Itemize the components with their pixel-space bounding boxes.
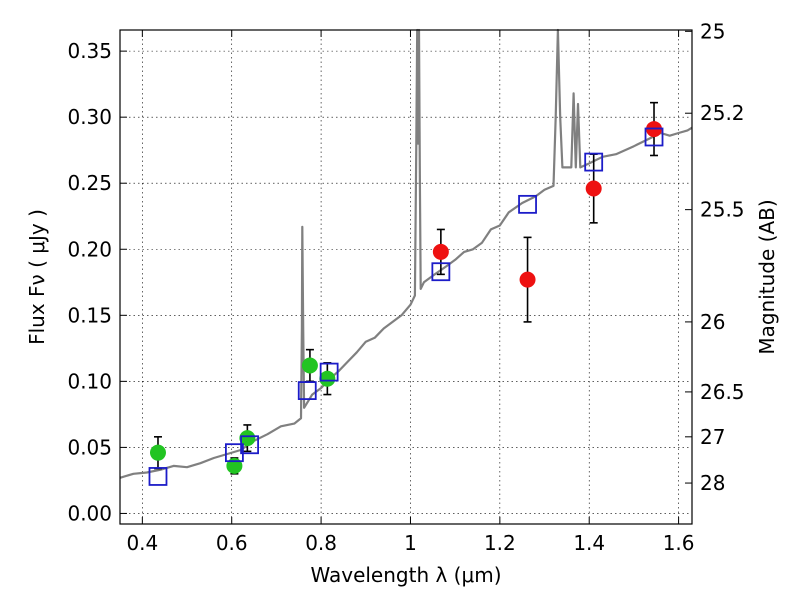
x-tick-label: 1 [404,531,417,555]
y2-tick-label: 27 [700,425,725,449]
y-tick-label: 0.30 [67,105,112,129]
x-tick-label: 1.6 [663,531,695,555]
model-square [148,467,168,486]
marker-layer [148,101,664,486]
data-point [149,444,166,461]
y2-tick-label: 26.5 [700,380,745,404]
axes: 0.4 0.6 0.8 1 1.2 1.4 1.6 0.00 0.05 0.10 0.15 0.20 0… [67,19,744,555]
y2-tick-label: 25.2 [700,101,745,125]
model-square [240,435,259,455]
spectrum-layer [119,28,693,479]
model-square [319,362,339,382]
x-axis-label: Wavelength λ (μm) [310,563,501,587]
data-point [226,457,243,474]
x-tick-label: 1.4 [573,531,605,555]
model-square [431,262,451,282]
plot-frame [119,29,693,525]
y-tick-label: 0.20 [67,237,112,261]
y-tick-label: 0.25 [67,171,112,195]
y2-tick-label: 28 [700,471,725,495]
y-tick-label: 0.05 [67,435,112,459]
model-square [584,152,604,172]
model-square [297,381,317,400]
y2-tick-label: 26 [700,310,725,334]
x-tick-label: 0.6 [216,531,248,555]
model-square [644,127,664,147]
grid [120,30,692,524]
data-point [319,370,336,387]
data-point [301,357,318,374]
x-tick-label: 0.8 [305,531,337,555]
y2-axis-label: Magnitude (AB) [755,199,779,354]
y2-tick-label: 25.5 [700,198,745,222]
y-tick-label: 0.00 [67,501,112,525]
data-point [239,430,256,447]
spectrum-line [119,28,693,479]
y-tick-label: 0.15 [67,303,112,327]
data-point [432,243,449,260]
x-tick-label: 1.2 [484,531,516,555]
data-point [519,271,536,288]
y2-tick-label: 25 [700,19,725,43]
x-tick-label: 0.4 [126,531,158,555]
data-point [585,180,602,197]
y-tick-label: 0.35 [67,39,112,63]
y-axis-label: Flux Fν ( μJy ) [25,209,49,345]
model-square [518,194,537,214]
y-tick-label: 0.10 [67,369,112,393]
